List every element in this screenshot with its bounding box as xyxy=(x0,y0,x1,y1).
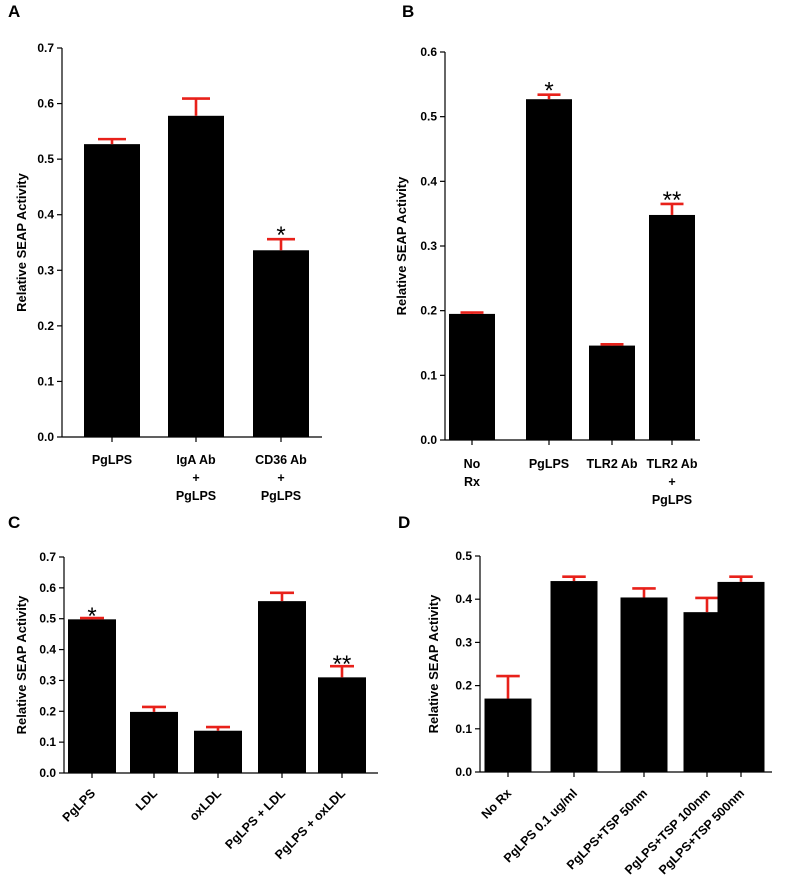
y-axis-title: Relative SEAP Activity xyxy=(14,172,29,311)
panel-letter: A xyxy=(8,2,20,21)
y-tick-label: 0.5 xyxy=(37,152,54,166)
chart-panel-d: D Relative SEAP Activity 0.0 0.1 0.2 0.3 0.4 0.… xyxy=(398,513,772,877)
y-tick-label: 0.5 xyxy=(420,110,437,124)
x-category-label: PgLPS + LDL xyxy=(222,786,288,852)
x-category-label: IgA Ab xyxy=(176,453,216,467)
y-tick-label: 0.4 xyxy=(37,208,54,222)
significance-marker: ** xyxy=(333,651,352,678)
y-tick-label: 0.1 xyxy=(455,722,472,736)
y-tick-label: 0.0 xyxy=(39,766,56,780)
bar xyxy=(484,698,532,772)
bar xyxy=(550,581,598,772)
significance-marker: * xyxy=(87,603,96,630)
panel-letter: D xyxy=(398,513,410,532)
y-tick-label: 0.7 xyxy=(39,550,56,564)
significance-marker: ** xyxy=(663,187,682,214)
bar xyxy=(258,601,306,773)
x-category-label: oxLDL xyxy=(187,786,225,824)
x-category-label: + xyxy=(668,475,675,489)
y-tick-label: 0.3 xyxy=(39,673,56,687)
y-tick-label: 0.2 xyxy=(37,319,54,333)
x-category-label: PgLPS xyxy=(529,457,569,471)
significance-marker: * xyxy=(544,78,553,105)
x-category-label: CD36 Ab xyxy=(255,453,307,467)
bar xyxy=(253,250,309,437)
x-category-label: Rx xyxy=(464,475,480,489)
x-category-label: No xyxy=(464,457,481,471)
x-category-label: PgLPS xyxy=(92,453,132,467)
y-axis-title: Relative SEAP Activity xyxy=(426,594,441,733)
y-tick-label: 0.1 xyxy=(37,374,54,388)
x-category-label: + xyxy=(277,471,284,485)
bar xyxy=(318,677,366,773)
y-tick-label: 0.1 xyxy=(420,368,437,382)
x-category-label: + xyxy=(192,471,199,485)
bar xyxy=(68,619,116,773)
y-tick-label: 0.6 xyxy=(39,581,56,595)
y-tick-label: 0.3 xyxy=(37,263,54,277)
x-category-label: PgLPS xyxy=(261,489,301,503)
x-category-label: PgLPS xyxy=(60,786,98,824)
chart-panel-b: B Relative SEAP Activity 0.0 0.1 0.2 0.3 0.4 0.… xyxy=(394,2,700,507)
chart-panel-c: C Relative SEAP Activity 0.0 0.1 0.2 0.3 0.4 0.… xyxy=(8,513,378,862)
y-tick-label: 0.4 xyxy=(420,174,437,188)
y-tick-label: 0.5 xyxy=(39,612,56,626)
x-category-label: PgLPS xyxy=(176,489,216,503)
y-axis-title: Relative SEAP Activity xyxy=(394,176,409,315)
bar xyxy=(649,214,695,440)
x-category-label: LDL xyxy=(133,786,160,813)
bar xyxy=(717,581,765,772)
x-category-label: No Rx xyxy=(479,786,514,821)
bar xyxy=(589,345,635,440)
y-tick-label: 0.6 xyxy=(420,45,437,59)
bar xyxy=(194,730,242,773)
y-tick-label: 0.0 xyxy=(420,433,437,447)
y-axis-title: Relative SEAP Activity xyxy=(14,595,29,734)
x-category-label: TLR2 Ab xyxy=(587,457,638,471)
bar xyxy=(449,313,495,440)
panel-letter: B xyxy=(402,2,414,21)
significance-marker: * xyxy=(276,222,285,249)
x-category-label: PgLPS 0.1 ug/ml xyxy=(501,786,580,865)
panel-letter: C xyxy=(8,513,20,532)
y-tick-label: 0.1 xyxy=(39,735,56,749)
chart-panel-a: A Relative SEAP Activity 0.0 0.1 0.2 0.3 0.4 0.… xyxy=(8,2,322,503)
bar xyxy=(620,597,668,772)
bar xyxy=(84,144,140,438)
y-tick-label: 0.4 xyxy=(39,643,56,657)
y-tick-label: 0.3 xyxy=(420,239,437,253)
y-tick-label: 0.5 xyxy=(455,549,472,563)
y-tick-label: 0.3 xyxy=(455,635,472,649)
y-tick-label: 0.2 xyxy=(39,704,56,718)
y-tick-label: 0.6 xyxy=(37,97,54,111)
y-tick-label: 0.2 xyxy=(455,679,472,693)
x-category-label: PgLPS xyxy=(652,493,692,507)
bar xyxy=(526,99,572,440)
y-tick-label: 0.0 xyxy=(37,430,54,444)
y-tick-label: 0.2 xyxy=(420,304,437,318)
x-category-label: TLR2 Ab xyxy=(647,457,698,471)
bar xyxy=(168,115,224,437)
y-tick-label: 0.4 xyxy=(455,592,472,606)
y-tick-label: 0.7 xyxy=(37,41,54,55)
y-tick-label: 0.0 xyxy=(455,765,472,779)
bar xyxy=(130,711,178,773)
